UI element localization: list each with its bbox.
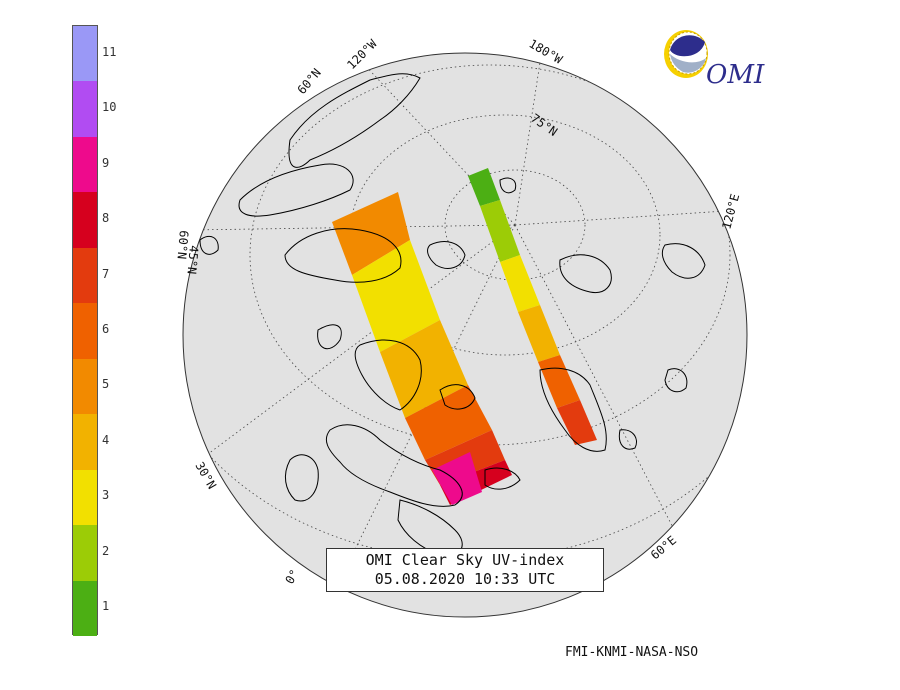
colorbar-segment [73,414,97,470]
colorbar-segment [73,26,97,82]
colorbar-label: 3 [102,488,110,503]
colorbar-label: 10 [102,100,117,115]
colorbar-label: 8 [102,211,110,226]
uv-swath-2-band-d [518,305,560,362]
globe-disk [182,52,748,618]
omi-logo [664,30,708,78]
credit-text: FMI-KNMI-NASA-NSO [565,645,699,660]
colorbar-label: 9 [102,155,110,170]
colorbar-label: 4 [102,432,110,447]
colorbar-segment [73,247,97,304]
label-lat-60n-b: 60°N [174,230,190,260]
colorbar-label: 7 [102,266,110,281]
label-lon-120w: 120°W [344,36,380,72]
colorbar-segment [73,469,97,526]
label-lon-0: 0° [282,567,301,587]
colorbar-label: 5 [102,377,110,392]
uv-swath-1-band-g [432,452,482,505]
coastlines [199,73,706,557]
colorbar-segment [73,192,97,248]
colorbar-segment [73,580,97,636]
uv-swath-1-band-a [332,192,410,275]
uv-swath-2-band-a [468,168,500,206]
colorbar-label: 1 [102,599,110,614]
colorbar-segment [73,303,97,359]
uv-swaths [332,168,597,505]
uv-swath-2-band-b [480,200,520,262]
colorbar-segment [73,358,97,415]
uv-swath-1-band-d [405,385,492,460]
uv-swath-2-band-c [500,255,540,312]
uv-swath-1-band-c [380,320,468,418]
omi-logo-text: OMI [706,60,765,90]
colorbar-segment [73,525,97,581]
label-lat-60n-a: 60°N [295,66,324,97]
colorbar-label: 2 [102,543,110,558]
uv-index-colorbar [72,25,98,636]
label-lon-120e: 120°E [719,192,742,231]
uv-swath-2-band-f [557,400,597,445]
map-title-box: OMI Clear Sky UV-index 05.08.2020 10:33 … [326,548,604,592]
label-lat-45n: 45°N [184,245,200,275]
map-title-line1: OMI Clear Sky UV-index [365,551,565,569]
uv-swath-1-band-b [352,240,440,352]
colorbar-label: 6 [102,322,110,336]
colorbar-segment [73,81,97,137]
colorbar-segment [73,136,97,193]
colorbar-label: 11 [102,44,117,59]
map-title-line2: 05.08.2020 10:33 UTC [374,570,556,588]
